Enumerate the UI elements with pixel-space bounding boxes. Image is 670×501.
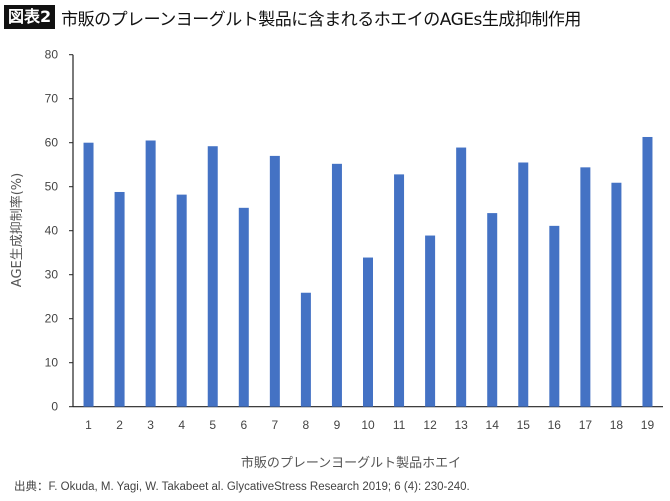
bar-7: [269, 155, 280, 407]
x-tick-label: 13: [454, 418, 468, 432]
source-citation: 出典：F. Okuda, M. Yagi, W. Takabeet al. Gl…: [14, 481, 470, 493]
x-tick-label: 16: [548, 418, 562, 432]
y-tick-label: 10: [45, 356, 59, 370]
bar-16: [549, 225, 560, 407]
bar-19: [642, 136, 653, 407]
bar-8: [300, 292, 311, 407]
x-tick-label: 5: [209, 418, 216, 432]
x-axis-title: 市販のプレーンヨーグルト製品ホエイ: [241, 455, 461, 471]
x-tick-label: 3: [147, 418, 154, 432]
bar-3: [145, 140, 156, 407]
bar-13: [456, 147, 467, 407]
bar-10: [363, 257, 373, 407]
bar-6: [238, 207, 249, 407]
bar-14: [487, 213, 498, 407]
bar-12: [425, 235, 436, 407]
x-tick-label: 12: [423, 418, 437, 432]
y-tick-label: 0: [51, 400, 58, 414]
chart-title: 市販のプレーンヨーグルト製品に含まれるホエイのAGEs生成抑制作用: [61, 9, 581, 30]
x-tick-label: 15: [517, 418, 531, 432]
y-axis-title: AGE生成抑制率(%): [9, 173, 25, 287]
y-tick-label: 20: [45, 312, 59, 326]
x-tick-label: 8: [303, 418, 310, 432]
y-tick-label: 70: [45, 92, 59, 106]
bar-11: [394, 174, 405, 407]
bar-4: [176, 194, 187, 407]
bar-9: [331, 163, 342, 407]
y-tick-label: 60: [45, 136, 59, 150]
y-tick-label: 30: [45, 268, 59, 282]
bar-17: [580, 167, 591, 407]
bar-5: [207, 146, 218, 407]
x-tick-label: 1: [85, 418, 92, 432]
bar-18: [611, 182, 622, 407]
x-tick-label: 4: [178, 418, 185, 432]
bar-15: [518, 162, 529, 407]
x-tick-label: 19: [641, 418, 655, 432]
y-tick-label: 50: [45, 180, 59, 194]
chart-header: 図表2 市販のプレーンヨーグルト製品に含まれるホエイのAGEs生成抑制作用: [4, 4, 581, 30]
figure-badge: 図表2: [4, 5, 56, 29]
y-tick-label: 40: [45, 224, 59, 238]
x-tick-label: 6: [240, 418, 247, 432]
y-tick-label: 80: [45, 48, 59, 62]
x-tick-label: 9: [334, 418, 341, 432]
x-tick-label: 18: [610, 418, 624, 432]
bar-2: [114, 191, 125, 407]
x-tick-label: 7: [271, 418, 278, 432]
x-tick-label: 17: [579, 418, 593, 432]
x-tick-label: 10: [361, 418, 375, 432]
x-tick-label: 11: [393, 418, 406, 432]
x-tick-label: 14: [486, 418, 500, 432]
x-tick-label: 2: [116, 418, 123, 432]
bar-1: [83, 142, 94, 407]
